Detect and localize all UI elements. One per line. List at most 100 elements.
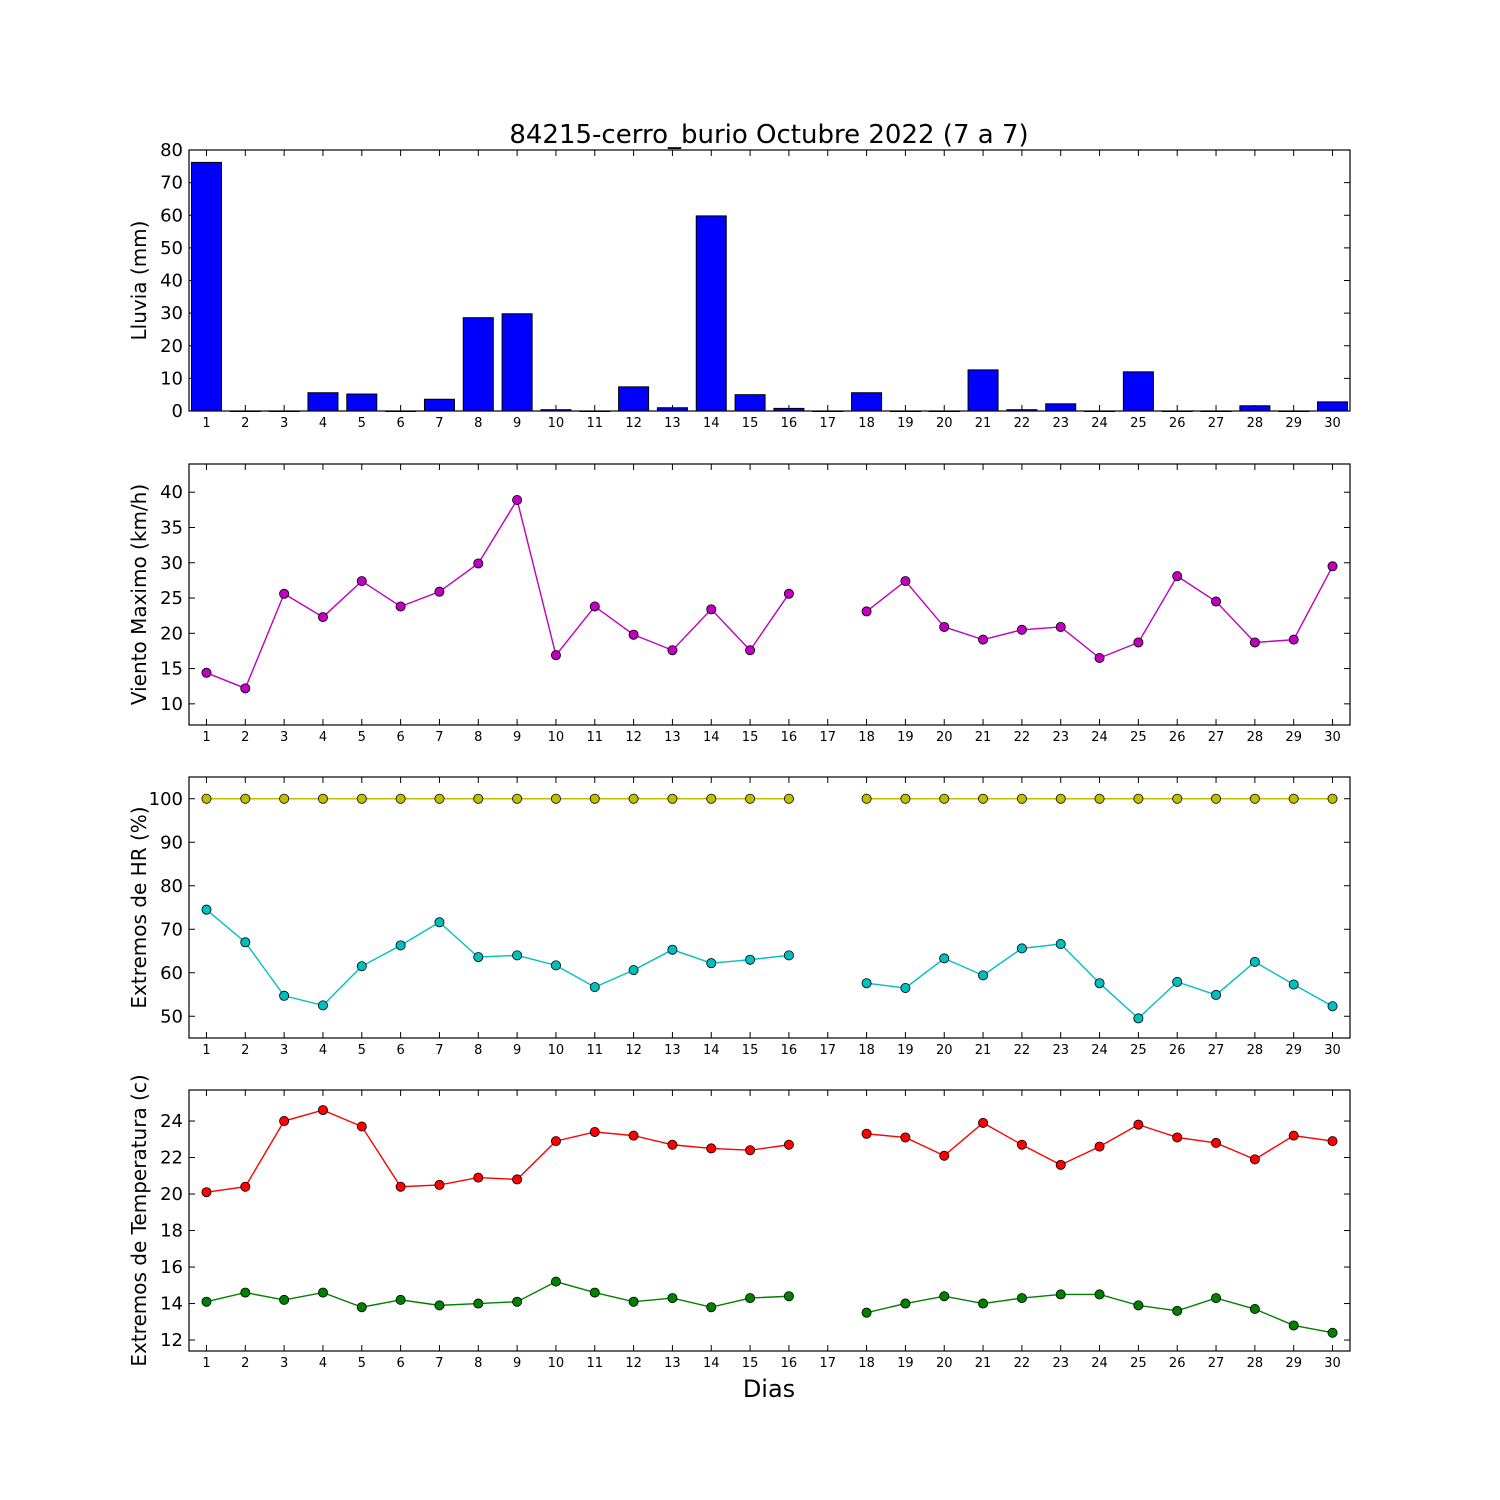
rain-bar <box>812 410 844 412</box>
humidity-series-0-point <box>356 793 367 804</box>
humidity-x-tick-label: 3 <box>280 1043 288 1058</box>
rain-bar <box>346 393 378 412</box>
temperature-x-tick-label: 1 <box>202 1356 210 1371</box>
wind-series-0-point <box>1094 652 1105 663</box>
humidity-series-1-point <box>1016 943 1027 954</box>
temperature-series-0-point <box>861 1128 872 1139</box>
temperature-x-tick-label: 12 <box>625 1356 642 1371</box>
wind-x-tick-label: 27 <box>1208 730 1225 745</box>
humidity-series-1-point <box>628 965 639 976</box>
rain-bar <box>1006 409 1038 412</box>
temperature-series-0-point <box>667 1139 678 1150</box>
humidity-series-0-point <box>1288 793 1299 804</box>
wind-x-tick-label: 2 <box>241 730 249 745</box>
temperature-series-1-point <box>1172 1305 1183 1316</box>
temperature-series-1-point <box>240 1287 251 1298</box>
humidity-x-tick-label: 22 <box>1014 1043 1031 1058</box>
wind-y-axis-label: Viento Maximo (km/h) <box>127 484 151 705</box>
rain-y-tick-label: 10 <box>160 368 183 389</box>
rain-x-tick-label: 7 <box>435 416 443 431</box>
humidity-x-tick-label: 26 <box>1169 1043 1186 1058</box>
humidity-y-tick-label: 70 <box>160 919 183 940</box>
humidity-x-tick-label: 9 <box>513 1043 521 1058</box>
temperature-y-tick-label: 20 <box>160 1184 183 1205</box>
temperature-series-1-point <box>201 1296 212 1307</box>
humidity-x-tick-label: 8 <box>474 1043 482 1058</box>
temperature-x-tick-label: 27 <box>1208 1356 1225 1371</box>
humidity-series-0-point <box>1094 793 1105 804</box>
temperature-series-0-line <box>206 1109 790 1193</box>
x-axis-label: Dias <box>743 1375 795 1403</box>
rain-x-tick-label: 16 <box>781 416 798 431</box>
temperature-series-1-point <box>1133 1300 1144 1311</box>
humidity-series-1-point <box>1172 976 1183 987</box>
temperature-x-tick-label: 10 <box>548 1356 565 1371</box>
humidity-series-0-point <box>706 793 717 804</box>
temperature-x-tick-label: 3 <box>280 1356 288 1371</box>
humidity-x-tick-label: 6 <box>396 1043 404 1058</box>
rain-x-tick-label: 29 <box>1285 416 1302 431</box>
rain-x-tick-label: 15 <box>742 416 759 431</box>
wind-x-tick-label: 13 <box>664 730 681 745</box>
humidity-x-tick-label: 30 <box>1324 1043 1341 1058</box>
temperature-series-1-point <box>628 1296 639 1307</box>
temperature-series-1-point <box>706 1302 717 1313</box>
humidity-series-0-point <box>939 793 950 804</box>
temperature-x-tick-label: 11 <box>586 1356 603 1371</box>
wind-x-tick-label: 17 <box>819 730 836 745</box>
temperature-series-1-point <box>978 1298 989 1309</box>
temperature-series-0-point <box>1249 1154 1260 1165</box>
temperature-series-1-point <box>395 1294 406 1305</box>
humidity-x-tick-label: 10 <box>548 1043 565 1058</box>
humidity-series-0-point <box>745 793 756 804</box>
humidity-series-1-point <box>1211 989 1222 1000</box>
rain-bar <box>1317 401 1349 412</box>
wind-x-tick-label: 18 <box>858 730 875 745</box>
temperature-series-1-point <box>1327 1327 1338 1338</box>
wind-series-0-point <box>1211 596 1222 607</box>
humidity-series-0-point <box>1055 793 1066 804</box>
temperature-series-0-point <box>706 1143 717 1154</box>
temperature-series-1-point <box>1016 1293 1027 1304</box>
humidity-x-tick-label: 13 <box>664 1043 681 1058</box>
wind-series-0-point <box>279 588 290 599</box>
wind-series-0-point <box>783 588 794 599</box>
wind-x-tick-label: 28 <box>1247 730 1264 745</box>
humidity-series-0-point <box>1133 793 1144 804</box>
wind-series-0-point <box>706 604 717 615</box>
temperature-y-tick-label: 16 <box>160 1257 183 1278</box>
temperature-x-tick-label: 4 <box>319 1356 327 1371</box>
temperature-y-tick-label: 12 <box>160 1330 183 1351</box>
wind-x-tick-label: 23 <box>1052 730 1069 745</box>
wind-series-0-point <box>1133 637 1144 648</box>
wind-x-tick-label: 25 <box>1130 730 1147 745</box>
temperature-x-tick-label: 7 <box>435 1356 443 1371</box>
temperature-series-0-point <box>395 1181 406 1192</box>
rain-x-tick-label: 18 <box>858 416 875 431</box>
wind-x-tick-label: 20 <box>936 730 953 745</box>
humidity-series-0-point <box>201 793 212 804</box>
wind-y-tick-label: 10 <box>160 694 183 715</box>
wind-x-tick-label: 22 <box>1014 730 1031 745</box>
humidity-series-1-point <box>1055 939 1066 950</box>
humidity-series-0-point <box>240 793 251 804</box>
temperature-x-tick-label: 9 <box>513 1356 521 1371</box>
humidity-series-0-point <box>550 793 561 804</box>
wind-series-0-point <box>317 612 328 623</box>
wind-series-0-point <box>1016 624 1027 635</box>
rain-bar <box>695 215 727 412</box>
rain-x-tick-label: 26 <box>1169 416 1186 431</box>
wind-series-0-point <box>473 558 484 569</box>
wind-x-tick-label: 3 <box>280 730 288 745</box>
wind-x-tick-label: 7 <box>435 730 443 745</box>
humidity-series-0-point <box>628 793 639 804</box>
humidity-series-0-point <box>900 793 911 804</box>
humidity-series-1-point <box>356 961 367 972</box>
temperature-series-0-point <box>317 1105 328 1116</box>
rain-bar <box>1045 403 1077 412</box>
rain-bar <box>1239 405 1271 412</box>
temperature-series-0-point <box>240 1181 251 1192</box>
humidity-x-tick-label: 11 <box>586 1043 603 1058</box>
temperature-y-tick-label: 22 <box>160 1148 183 1169</box>
